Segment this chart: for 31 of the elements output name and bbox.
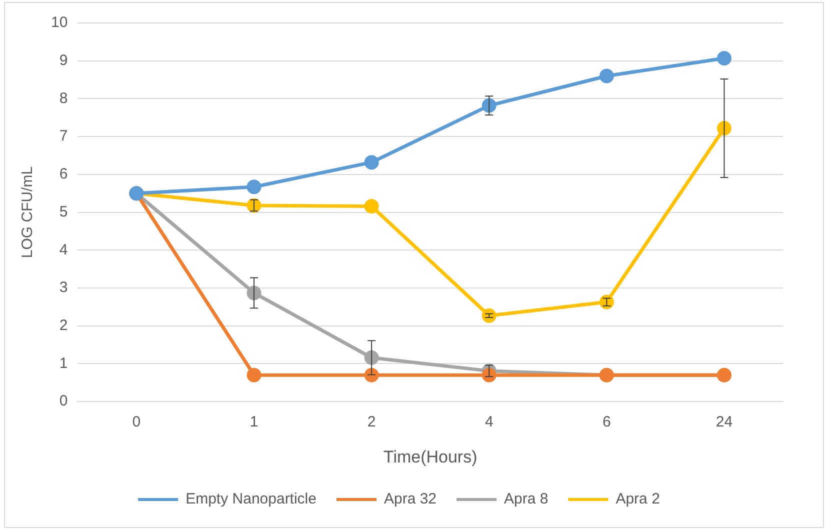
y-tick-label: 2 xyxy=(59,317,68,334)
y-tick-label: 7 xyxy=(59,128,68,145)
y-tick-label: 3 xyxy=(59,279,68,296)
y-axis-title: LOG CFU/mL xyxy=(19,166,36,258)
x-tick-label: 4 xyxy=(484,414,494,431)
x-tick-label: 1 xyxy=(250,414,258,431)
point xyxy=(246,180,262,194)
point xyxy=(364,155,379,170)
y-tick-label: 6 xyxy=(59,166,68,183)
y-tick-label: 1 xyxy=(59,354,68,372)
y-tick-label: 10 xyxy=(50,14,68,32)
point xyxy=(364,198,379,214)
legend-label: Apra 32 xyxy=(384,490,437,508)
y-tick-label: 8 xyxy=(59,90,68,107)
x-tick-label: 2 xyxy=(367,414,376,431)
y-tick-label: 9 xyxy=(59,52,68,69)
legend-label: Apra 2 xyxy=(616,490,660,508)
x-tick-label: 0 xyxy=(132,414,141,431)
x-tick-label: 6 xyxy=(602,414,611,431)
point xyxy=(716,50,732,66)
point xyxy=(246,198,262,213)
x-tick-label: 24 xyxy=(716,414,733,431)
point xyxy=(246,368,262,382)
legend-label: Empty Nanoparticle xyxy=(186,490,316,508)
point xyxy=(599,294,614,310)
point xyxy=(599,68,614,84)
legend-label: Apra 8 xyxy=(504,490,548,508)
y-tick-label: 5 xyxy=(59,203,68,220)
x-axis-title: Time(Hours) xyxy=(383,447,478,466)
y-tick-label: 4 xyxy=(59,241,68,258)
y-tick-label: 0 xyxy=(59,392,68,410)
